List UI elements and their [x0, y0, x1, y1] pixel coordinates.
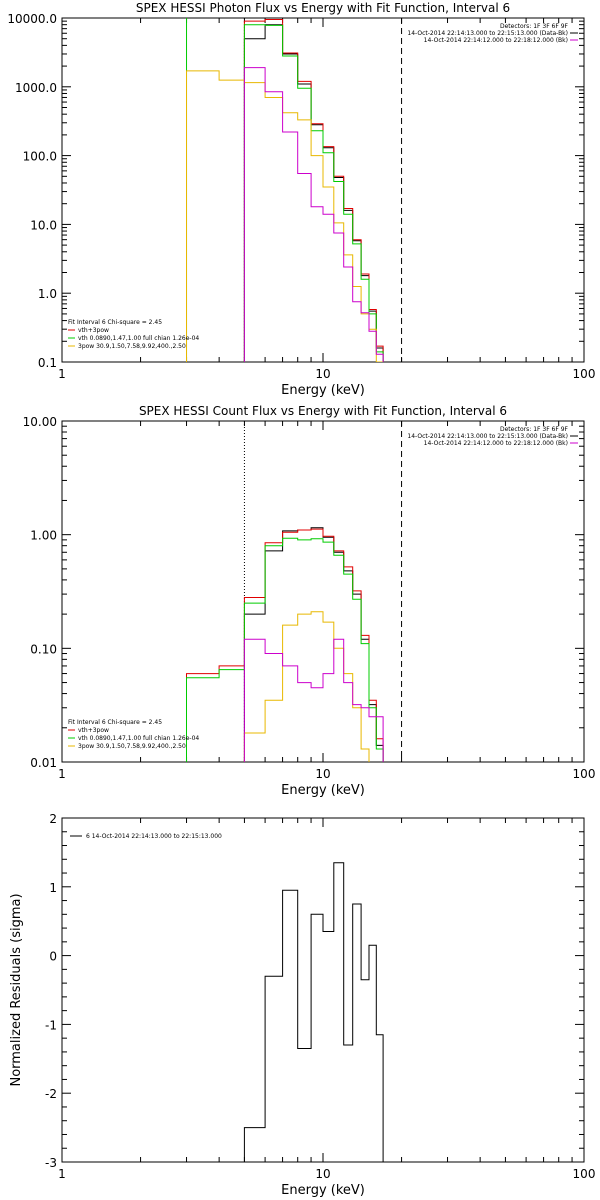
series-group [243, 862, 402, 1162]
x-axis: 1 10 100 Energy (keV) [58, 421, 595, 798]
y-tick-label: 1000.0 [15, 81, 57, 95]
fit-legend-label: vth+3pow [78, 327, 109, 334]
chart-title: SPEX HESSI Photon Flux vs Energy with Fi… [136, 1, 510, 15]
y-tick-label: 10000.0 [7, 12, 57, 26]
legend-label: 6 14-Oct-2014 22:14:13.000 to 22:15:13.0… [86, 833, 222, 840]
chart-panels: SPEX HESSI Photon Flux vs Energy with Fi… [7, 1, 595, 1198]
chart-panel-2: SPEX HESSI Count Flux vs Energy with Fit… [23, 404, 596, 798]
y-tick-label: 1 [49, 881, 57, 895]
y-tick-label: 0.1 [38, 356, 57, 370]
fit-legend-label: 3pow 30.9,1.50,7.58,9.92,400.,2.50 [78, 343, 186, 350]
series-group [186, 527, 384, 762]
x-axis-label: Energy (keV) [281, 783, 365, 798]
x-tick-label: 10 [315, 1167, 330, 1181]
x-axis-label: Energy (keV) [281, 383, 365, 398]
fit-legend-header: Fit Interval 6 Chi-square = 2.45 [68, 719, 162, 726]
series-line-5 [243, 638, 384, 762]
y-tick-label: 10.0 [30, 218, 57, 232]
x-axis: 1 10 100 Energy (keV) [58, 18, 595, 398]
fit-legend-label: vth 0.0890,1.47,1.00 full chian 1.26e-04 [78, 335, 199, 342]
chart-title: SPEX HESSI Count Flux vs Energy with Fit… [139, 404, 507, 418]
x-axis: 1 10 100 Energy (keV) [58, 818, 595, 1198]
y-tick-label: 0 [49, 950, 57, 964]
y-tick-label: -3 [45, 1156, 57, 1170]
y-axis: 0.1 1.0 10.0 100.0 1000.0 10000.0 [7, 12, 584, 370]
y-tick-label: -1 [45, 1018, 57, 1032]
x-axis-label: Energy (keV) [281, 1183, 365, 1198]
legend: Fit Interval 6 Chi-square = 2.45vth+3pow… [68, 23, 578, 350]
series-line-3 [243, 24, 384, 362]
series-line-5 [243, 67, 384, 362]
fit-legend-label: vth 0.0890,1.47,1.00 full chian 1.26e-04 [78, 735, 199, 742]
x-tick-label: 100 [573, 367, 596, 381]
y-tick-label: 1.00 [30, 529, 57, 543]
x-tick-label: 1 [58, 367, 66, 381]
x-tick-label: 100 [573, 767, 596, 781]
chart-panel-3: 1 10 100 Energy (keV) -3 -2 -1 0 1 2 Normalized Re… [9, 812, 595, 1198]
fit-legend-label: 3pow 30.9,1.50,7.58,9.92,400.,2.50 [78, 743, 186, 750]
series-line-4 [243, 611, 370, 762]
y-axis-label: Normalized Residuals (sigma) [9, 893, 24, 1086]
x-tick-label: 100 [573, 1167, 596, 1181]
chart-panel-1: SPEX HESSI Photon Flux vs Energy with Fi… [7, 1, 595, 398]
detector-legend-label: 14-Oct-2014 22:14:12.000 to 22:18:12.000… [424, 37, 568, 44]
x-tick-label: 1 [58, 1167, 66, 1181]
detector-legend-label: 14-Oct-2014 22:14:13.000 to 22:15:13.000… [407, 30, 568, 37]
x-tick-label: 10 [315, 767, 330, 781]
detector-legend-header: Detectors: 1F 3F 6F 9F [500, 23, 569, 30]
y-tick-label: -2 [45, 1087, 57, 1101]
detector-legend-label: 14-Oct-2014 22:14:13.000 to 22:15:13.000… [407, 433, 568, 440]
fit-legend-header: Fit Interval 6 Chi-square = 2.45 [68, 319, 162, 326]
fit-legend-label: vth+3pow [78, 727, 109, 734]
y-axis: -3 -2 -1 0 1 2 Normalized Residuals (sigma) [9, 812, 584, 1170]
x-tick-label: 1 [58, 767, 66, 781]
series-line-1 [243, 862, 402, 1162]
y-tick-label: 2 [49, 812, 57, 826]
x-tick-label: 10 [315, 367, 330, 381]
y-tick-label: 0.10 [30, 642, 57, 656]
y-tick-label: 0.01 [30, 756, 57, 770]
series-line-3 [186, 537, 384, 762]
series-group [186, 19, 384, 362]
y-tick-label: 100.0 [23, 150, 57, 164]
legend: 6 14-Oct-2014 22:14:13.000 to 22:15:13.0… [70, 833, 222, 840]
detector-legend-header: Detectors: 1F 3F 6F 9F [500, 426, 569, 433]
detector-legend-label: 14-Oct-2014 22:14:12.000 to 22:18:12.000… [424, 440, 568, 447]
legend: Fit Interval 6 Chi-square = 2.45vth+3pow… [68, 426, 578, 750]
y-axis: 0.01 0.10 1.00 10.00 [23, 415, 584, 770]
y-tick-label: 1.0 [38, 287, 57, 301]
y-tick-label: 10.00 [23, 415, 57, 429]
